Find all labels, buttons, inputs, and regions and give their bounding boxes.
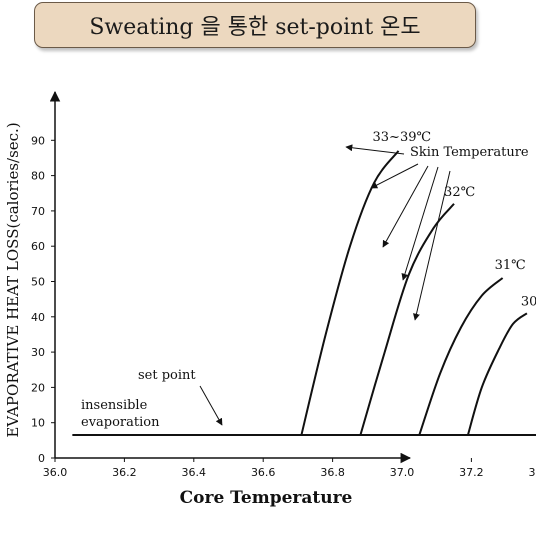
- x-tick-label-6: 37.2: [459, 466, 484, 479]
- skin-arrow-30: [401, 166, 439, 281]
- insensible-label-line1: insensible: [81, 398, 148, 413]
- series-line-3: [466, 312, 528, 436]
- y-tick-label-7: 70: [31, 205, 45, 218]
- x-tick-label-0: 36.0: [43, 466, 68, 479]
- x-tick-label-2: 36.4: [182, 466, 207, 479]
- skin-temperature-label: Skin Temperature: [410, 145, 529, 160]
- series-label-2: 31℃: [495, 258, 526, 273]
- y-tick-label-0: 0: [38, 452, 45, 465]
- series-line-0: [300, 150, 400, 436]
- series-label-1: 32℃: [444, 185, 475, 200]
- set-point-label: set point: [138, 368, 196, 383]
- series-label-3: 30℃: [521, 294, 536, 309]
- y-tick-label-8: 80: [31, 170, 45, 183]
- skin-arrow-33-39: [345, 144, 405, 155]
- chart-title: Sweating 을 통한 set-point 온도: [34, 2, 476, 48]
- series-line-2: [418, 277, 504, 436]
- y-tick-label-6: 60: [31, 240, 45, 253]
- skin-arrow-29: [413, 170, 451, 321]
- x-tick-label-5: 37.0: [390, 466, 415, 479]
- series-line-1: [359, 203, 455, 436]
- x-tick-label-3: 36.6: [251, 466, 276, 479]
- y-tick-label-1: 10: [31, 417, 45, 430]
- insensible-label-line2: evaporation: [81, 415, 160, 430]
- series-label-0: 33~39℃: [373, 130, 432, 145]
- x-tick-label-7: 37.4: [529, 466, 536, 479]
- skin-arrow-31: [382, 165, 429, 248]
- y-tick-label-2: 20: [31, 381, 45, 394]
- y-tick-label-5: 50: [31, 276, 45, 289]
- y-axis-title: EVAPORATIVE HEAT LOSS(calories/sec.): [4, 122, 22, 437]
- y-tick-label-4: 40: [31, 311, 45, 324]
- x-tick-label-4: 36.8: [320, 466, 345, 479]
- skin-arrow-32: [370, 163, 419, 189]
- y-tick-label-9: 90: [31, 134, 45, 147]
- x-axis-title: Core Temperature: [180, 488, 353, 508]
- set-point-arrow: [199, 385, 223, 426]
- y-tick-label-3: 30: [31, 346, 45, 359]
- x-tick-label-1: 36.2: [112, 466, 137, 479]
